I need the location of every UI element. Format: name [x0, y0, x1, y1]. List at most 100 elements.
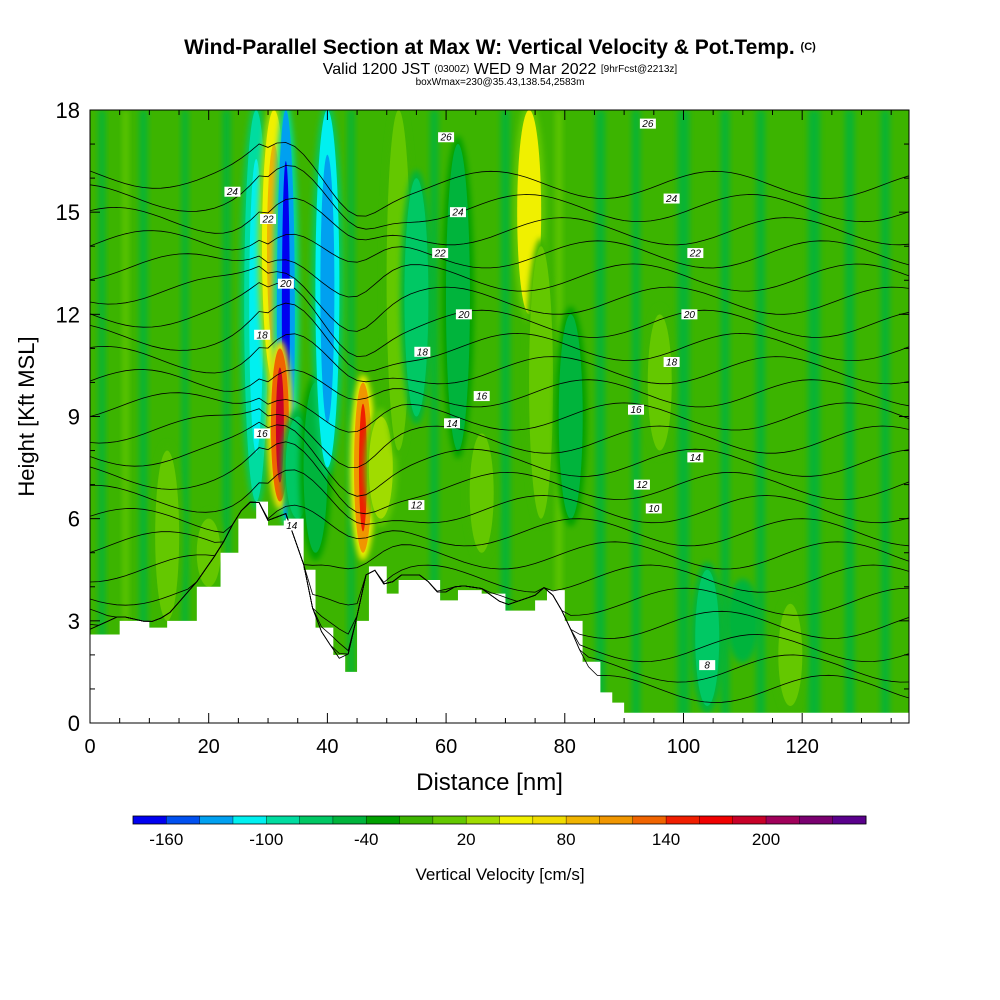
contour-label: 24	[665, 194, 678, 205]
theta-contour-line	[90, 369, 909, 408]
theta-contour-line	[90, 408, 909, 469]
contour-label: 18	[666, 358, 678, 369]
colorbar-tick-label: -160	[149, 830, 183, 849]
chart-title-unit: (C)	[800, 41, 816, 53]
contour-label-box	[277, 278, 294, 289]
updraft-peak	[359, 403, 367, 532]
theta-contour-line	[90, 265, 909, 332]
contour-label-box	[663, 193, 680, 204]
contour-label: 16	[476, 392, 488, 403]
field-band	[500, 110, 511, 723]
colorbar-swatch	[599, 816, 634, 824]
x-tick-label: 100	[667, 736, 700, 758]
colorbar-tick-label: -100	[249, 830, 283, 849]
forecast-info: [9hrFcst@2213z]	[600, 64, 678, 75]
contour-label-box	[254, 428, 271, 439]
chart-title: Wind-Parallel Section at Max W: Vertical…	[0, 36, 1000, 60]
contour-label-box	[663, 357, 680, 368]
contour-label: 14	[446, 419, 458, 430]
field-band	[677, 110, 690, 723]
contour-label: 18	[417, 347, 429, 358]
colorbar-swatch	[399, 816, 434, 824]
box-wmax-info: boxWmax=230@35.43,138.54,2583m	[415, 77, 585, 88]
theta-contour-line	[90, 282, 909, 358]
colorbar-swatch	[566, 816, 600, 824]
contour-label: 12	[411, 501, 423, 512]
contour-label-box	[687, 452, 704, 463]
y-tick-label: 6	[68, 507, 80, 532]
x-tick-label: 120	[785, 736, 818, 758]
theta-contour-line	[90, 302, 909, 373]
theta-contour-line	[90, 392, 909, 433]
colorbar-swatch	[366, 816, 401, 824]
y-tick-label: 12	[56, 302, 80, 327]
x-tick-label: 60	[435, 736, 457, 758]
theta-contour-line	[90, 501, 909, 570]
colorbar-swatch	[699, 816, 734, 824]
field-band	[844, 110, 855, 723]
x-axis-label: Distance [nm]	[416, 769, 563, 796]
theta-contour-line	[90, 469, 909, 525]
contour-label-box	[628, 404, 644, 415]
x-tick-label: 40	[316, 736, 338, 758]
colorbar-swatch	[532, 816, 567, 824]
field-band	[720, 110, 730, 723]
field-band	[808, 110, 820, 723]
theta-contour-line	[90, 253, 909, 298]
field-band	[430, 110, 439, 723]
contour-label-box	[699, 660, 716, 671]
y-tick-label: 0	[68, 711, 80, 736]
colorbar-label: Vertical Velocity [cm/s]	[415, 865, 584, 884]
field-band	[631, 110, 641, 723]
colorbar: -160 -100 -40 20 80 140 200 Vertical Velocity […	[132, 815, 867, 884]
contour-label: 26	[440, 133, 453, 144]
contour-label: 20	[457, 310, 470, 321]
contour-label: 8	[704, 661, 710, 672]
theta-contour-line	[90, 421, 909, 497]
colorbar-swatch	[133, 816, 167, 824]
colorbar-tick-label: 20	[457, 830, 476, 849]
field-band	[139, 110, 148, 723]
colorbar-swatch	[332, 816, 367, 824]
colorbar-swatch	[499, 816, 534, 824]
colorbar-swatch	[166, 816, 201, 824]
valid-time: Valid 1200 JST	[322, 61, 430, 78]
valid-date: WED 9 Mar 2022	[473, 61, 597, 78]
x-tick-label: 80	[554, 736, 576, 758]
terrain	[90, 501, 909, 723]
contour-label: 20	[279, 279, 292, 290]
field-band	[181, 110, 189, 723]
x-tick-label: 20	[198, 736, 220, 758]
colorbar-swatch	[432, 816, 467, 824]
y-tick-label: 15	[56, 200, 80, 225]
contour-label-box	[224, 186, 241, 197]
updraft-core	[529, 246, 554, 519]
y-tick-label: 3	[68, 609, 80, 634]
y-axis-label: Height [Kft MSL]	[14, 336, 39, 496]
y-tick-label: 18	[56, 98, 80, 123]
theta-contour-line	[90, 142, 909, 217]
field-band	[222, 110, 231, 723]
contour-label-box	[444, 418, 461, 429]
contour-label: 22	[434, 249, 447, 260]
field-band	[98, 110, 106, 723]
contour-label-box	[633, 479, 650, 490]
contour-label: 18	[257, 330, 269, 341]
contour-label: 24	[226, 187, 239, 198]
theta-contour-line	[90, 165, 909, 230]
contour-label: 14	[286, 521, 298, 532]
contour-label-box	[449, 207, 466, 218]
contour-label: 26	[641, 119, 654, 130]
theta-contour-line	[90, 501, 909, 547]
downdraft-core	[445, 144, 470, 451]
contour-label-box	[414, 346, 431, 357]
updraft-core	[469, 433, 494, 553]
y-tick-label: 9	[68, 405, 80, 430]
colorbar-tick-label: 200	[752, 830, 780, 849]
contour-label-box	[639, 118, 656, 129]
contour-label-box	[432, 248, 449, 259]
field-band	[347, 110, 355, 723]
colorbar-tick-label: 80	[557, 830, 576, 849]
plot-area: 8 10 12 12 14 14 14 16 16 16 18 18 18 20 20 20 22 22 22 24 2…	[90, 110, 909, 723]
